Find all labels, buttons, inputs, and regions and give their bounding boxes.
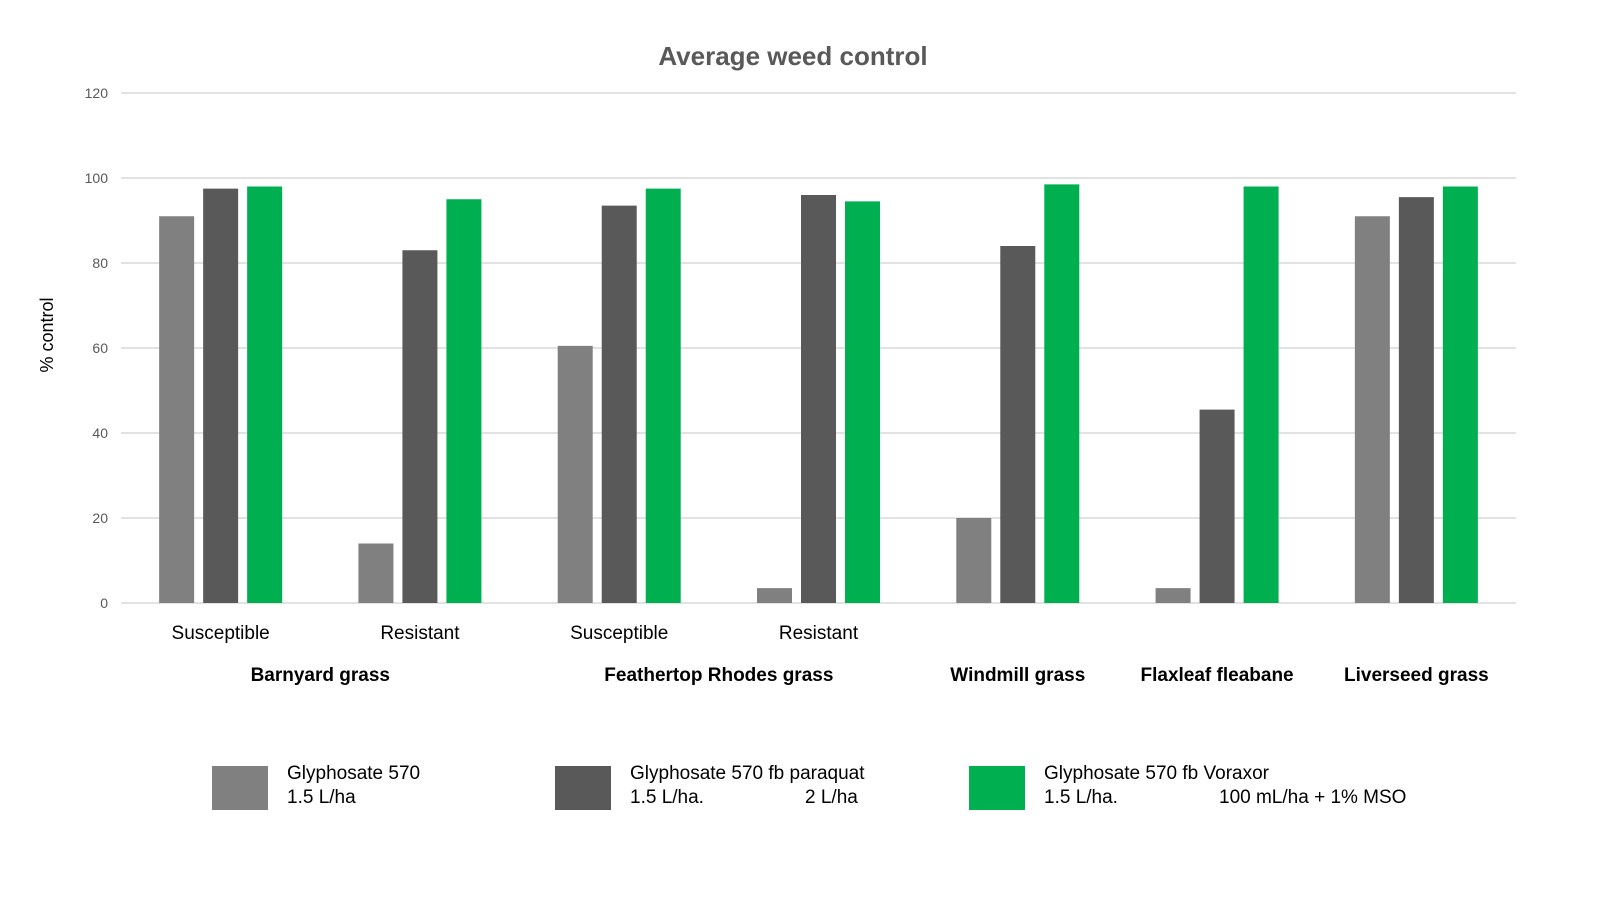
group-label: Barnyard grass (251, 665, 390, 686)
legend-swatch (969, 766, 1025, 810)
y-tick-label: 60 (92, 340, 108, 356)
group-label: Flaxleaf fleabane (1141, 665, 1294, 686)
group-labels: Barnyard grass Feathertop Rhodes grass Win… (251, 665, 1489, 686)
category-label: Resistant (779, 623, 859, 644)
bar (1243, 186, 1279, 603)
bar (247, 186, 283, 603)
legend-swatch (555, 766, 611, 810)
legend-rate: 1.5 L/ha (287, 787, 356, 808)
bar (159, 216, 195, 603)
y-axis-ticks: 0 20 40 60 80 100 120 (85, 85, 109, 611)
legend-line1: Glyphosate 570 (287, 763, 421, 784)
group-label: Liverseed grass (1344, 665, 1489, 686)
bar (402, 250, 438, 603)
category-label: Susceptible (570, 623, 668, 644)
legend-rate-2: 2 L/ha (805, 787, 858, 808)
y-axis-label: % control (37, 297, 57, 372)
bar (1442, 186, 1478, 603)
bar (358, 543, 394, 603)
legend-line1: Glyphosate 570 fb paraquat (630, 763, 865, 784)
y-tick-label: 0 (100, 595, 108, 611)
bar (1044, 184, 1080, 603)
legend-label: Glyphosate 570 1.5 L/ha (287, 762, 420, 810)
bar (801, 195, 836, 603)
bar (1000, 246, 1036, 603)
bar (845, 201, 880, 603)
bar (956, 518, 992, 603)
group-label: Feathertop Rhodes grass (604, 665, 833, 686)
bar (601, 205, 637, 603)
y-tick-label: 80 (92, 255, 108, 271)
legend-swatch (212, 766, 268, 810)
bar (446, 199, 482, 603)
y-tick-label: 20 (92, 510, 108, 526)
legend-line1: Glyphosate 570 fb Voraxor (1044, 763, 1269, 784)
category-labels: Susceptible Resistant Susceptible Resistant (172, 623, 859, 644)
category-label: Susceptible (172, 623, 270, 644)
legend-label: Glyphosate 570 fb Voraxor 1.5 L/ha. 100 mL… (1044, 762, 1406, 810)
legend-rate: 1.5 L/ha. (630, 787, 704, 808)
y-tick-label: 100 (85, 170, 109, 186)
legend-rate-2: 100 mL/ha + 1% MSO (1219, 787, 1407, 808)
bars (159, 184, 1478, 603)
group-label: Windmill grass (950, 665, 1085, 686)
legend-label: Glyphosate 570 fb paraquat 1.5 L/ha. 2 L/h… (630, 762, 865, 810)
bar (203, 188, 239, 603)
category-label: Resistant (380, 623, 460, 644)
bar (1354, 216, 1390, 603)
bar (645, 188, 681, 603)
bar (757, 588, 792, 603)
y-tick-label: 120 (85, 85, 109, 101)
bar (1398, 197, 1434, 603)
legend-rate: 1.5 L/ha. (1044, 787, 1118, 808)
bar (1199, 409, 1235, 603)
y-tick-label: 40 (92, 425, 108, 441)
bar (1155, 588, 1191, 603)
chart-title: Average weed control (658, 41, 927, 71)
bar (557, 345, 593, 603)
